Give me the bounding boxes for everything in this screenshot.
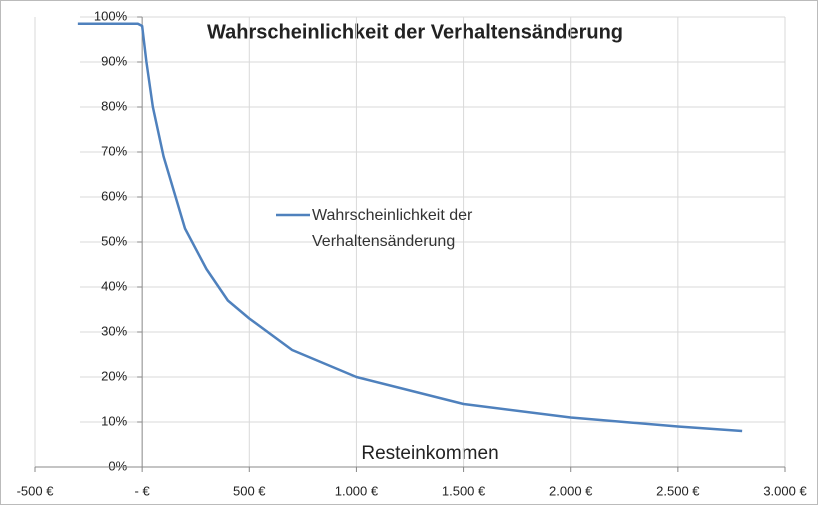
y-tick-label: 30% [101, 323, 127, 338]
y-tick-label: 20% [101, 368, 127, 383]
y-tick-label: 70% [101, 143, 127, 158]
chart-title: Wahrscheinlichkeit der Verhaltensänderun… [207, 21, 623, 43]
y-tick-label: 60% [101, 188, 127, 203]
y-tick-label: 80% [101, 98, 127, 113]
x-tick-label: 3.000 € [763, 483, 807, 498]
x-tick-label: 1.000 € [335, 483, 379, 498]
x-tick-label: - € [135, 483, 151, 498]
data-line [77, 22, 743, 433]
y-tick-label: 10% [101, 413, 127, 428]
y-tick-label: 100% [94, 8, 128, 23]
x-tick-label: 1.500 € [442, 483, 486, 498]
x-tick-label: 500 € [233, 483, 266, 498]
y-tick-label: 0% [108, 458, 127, 473]
x-axis-label: Resteinkommen [361, 443, 498, 464]
x-tick-label: -500 € [17, 483, 55, 498]
x-tick-label: 2.500 € [656, 483, 700, 498]
x-tick-label: 2.000 € [549, 483, 593, 498]
legend-label: Wahrscheinlichkeit der Verhaltensänderun… [312, 207, 473, 250]
y-tick-label: 50% [101, 233, 127, 248]
y-tick-label: 40% [101, 278, 127, 293]
y-tick-label: 90% [101, 53, 127, 68]
